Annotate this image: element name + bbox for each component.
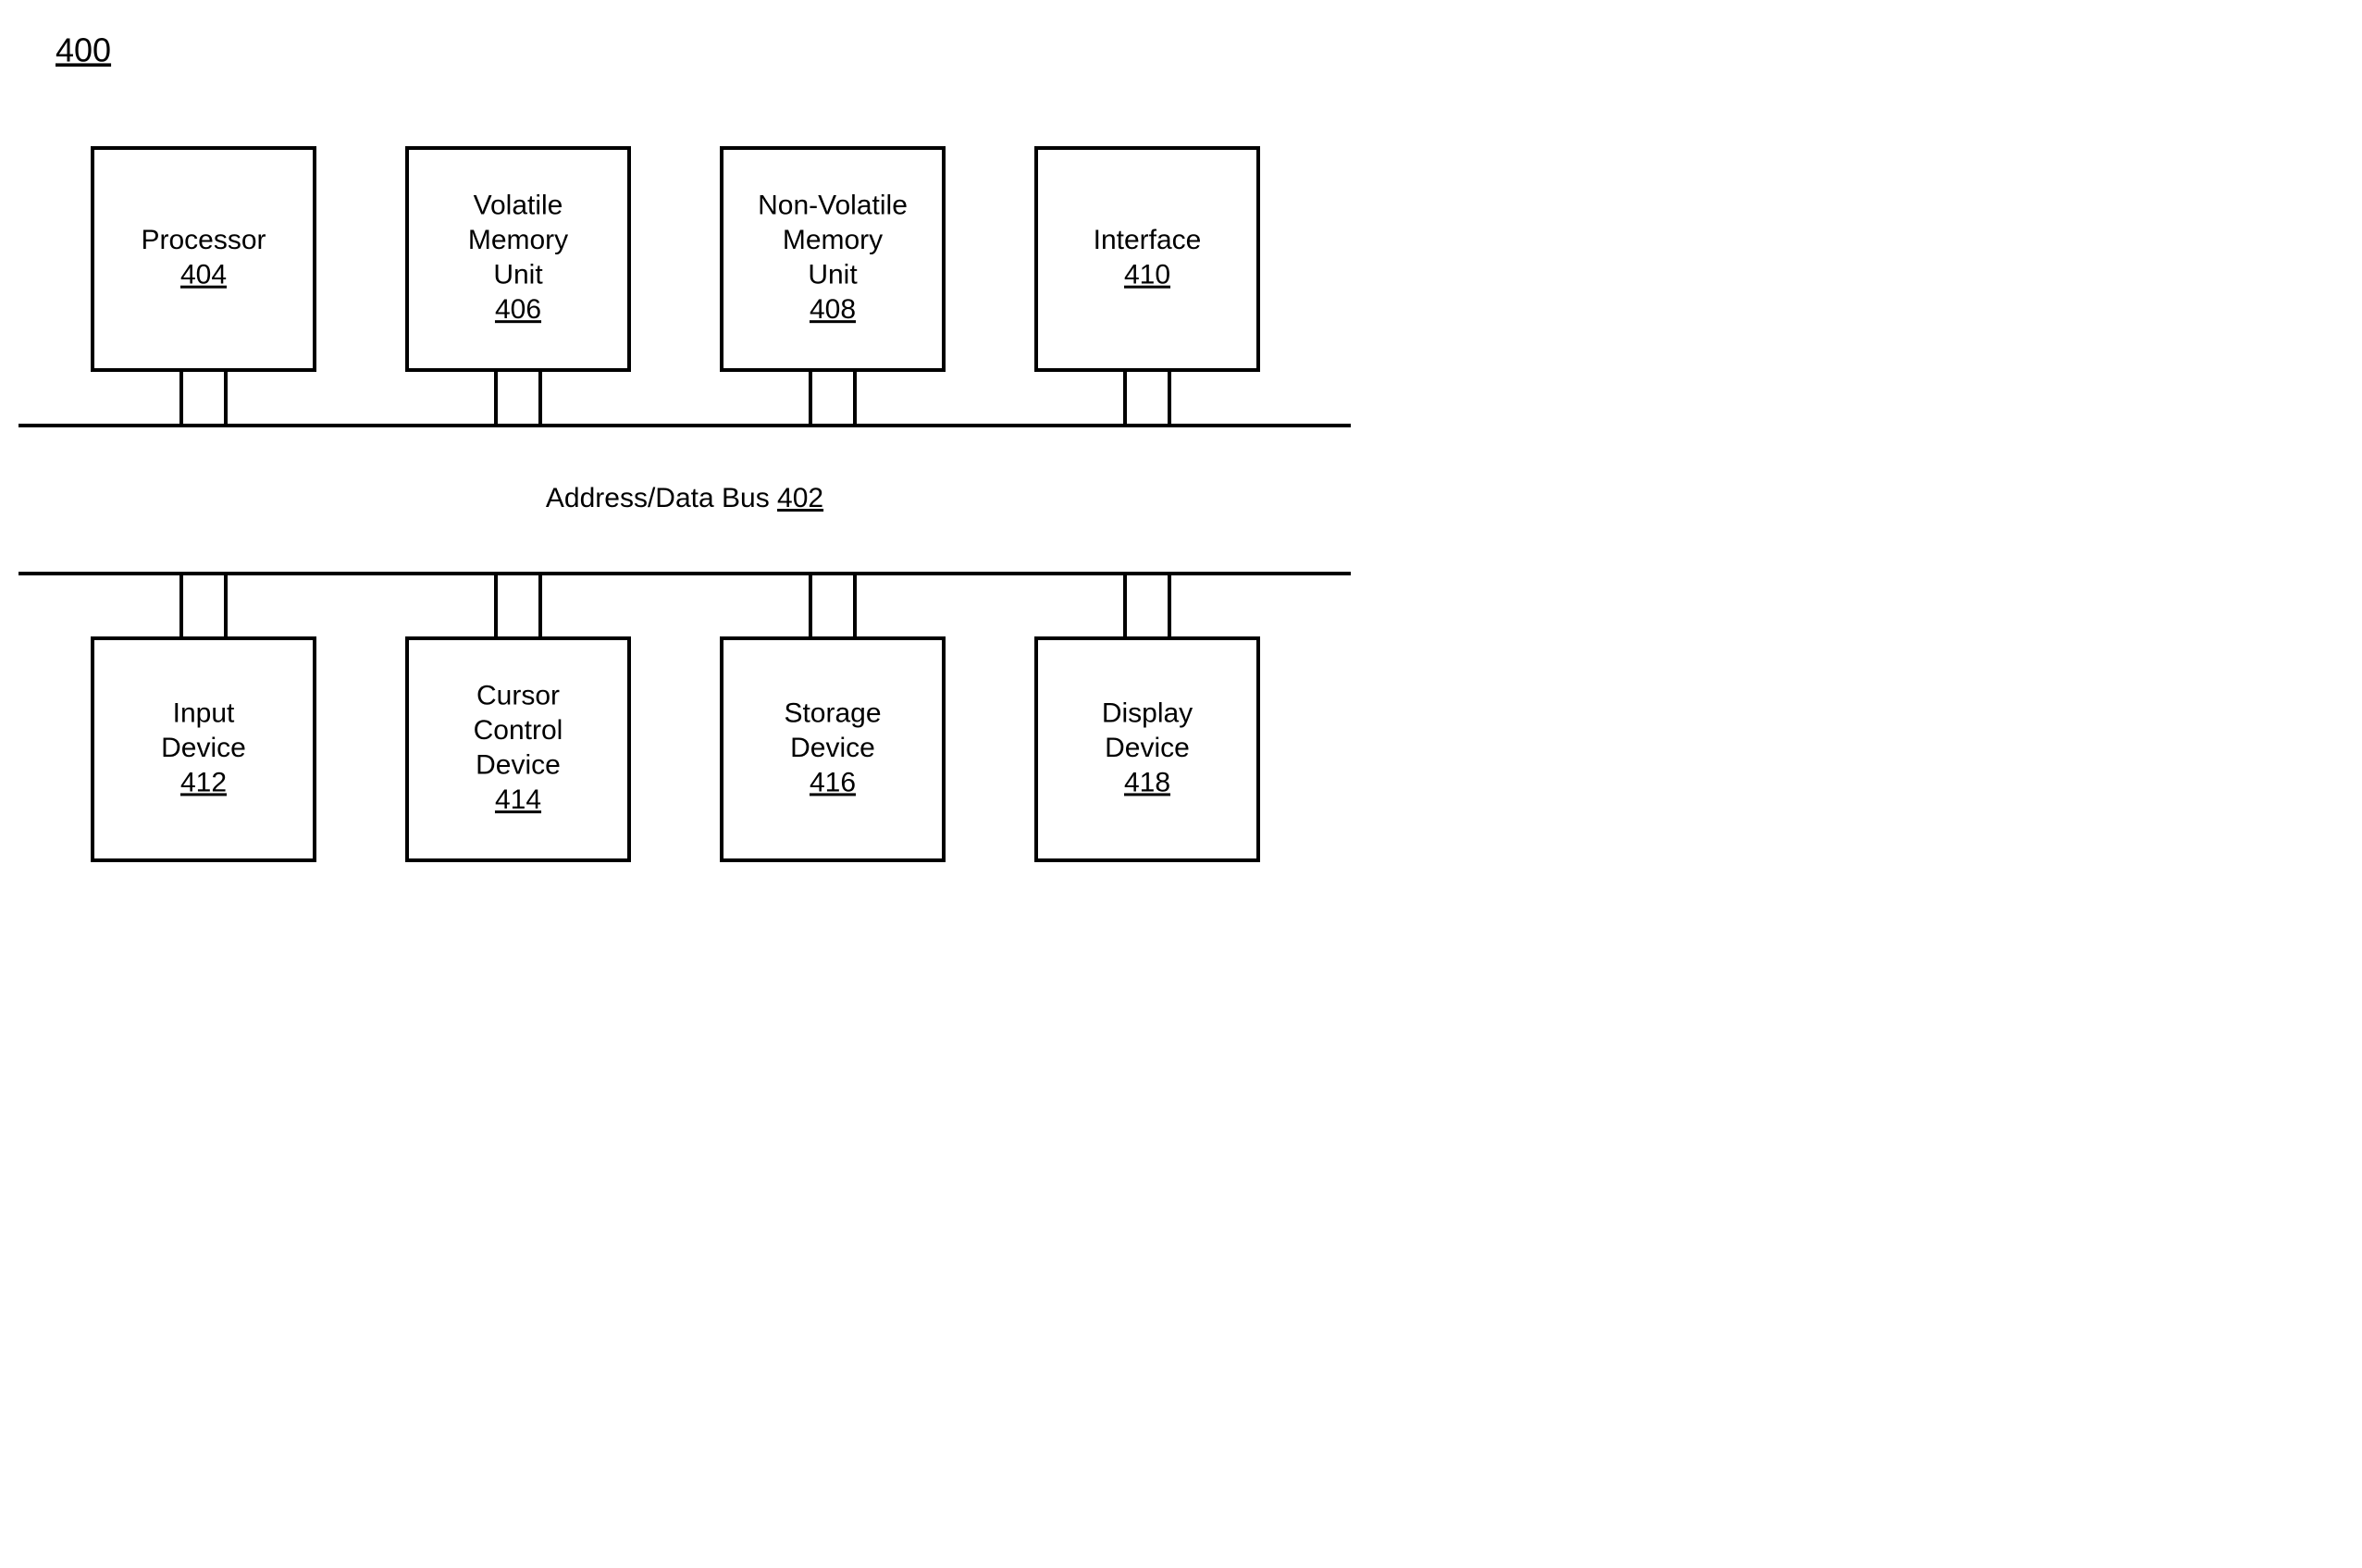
block-label-line: Non-Volatile — [758, 191, 908, 221]
block-label-line: Display — [1102, 698, 1193, 728]
block-label-line: Input — [173, 698, 235, 728]
block-label-line: Interface — [1094, 225, 1202, 255]
block-label-line: Device — [161, 733, 246, 763]
block-label-line: Unit — [808, 260, 858, 290]
block-label-line: Unit — [493, 260, 543, 290]
block-ref: 418 — [1124, 767, 1170, 797]
block-ref: 404 — [180, 260, 227, 290]
block-ref: 406 — [495, 294, 541, 325]
block-label-line: Processor — [141, 225, 266, 255]
bus-label: Address/Data Bus 402 — [546, 483, 823, 513]
block-ref: 416 — [810, 767, 856, 797]
block-label-line: Device — [790, 733, 875, 763]
block-label-line: Device — [476, 750, 561, 781]
figure-number: 400 — [56, 31, 111, 68]
block-label-line: Control — [474, 715, 563, 746]
block-ref: 410 — [1124, 260, 1170, 290]
block-label-line: Storage — [784, 698, 881, 728]
block-ref: 408 — [810, 294, 856, 325]
block-diagram: 400 Address/Data Bus 402 Processor 404 Volat… — [0, 0, 1369, 907]
block-ref: 414 — [495, 784, 541, 815]
block-label-line: Volatile — [474, 191, 563, 221]
block-label-line: Device — [1105, 733, 1190, 763]
block-label-line: Cursor — [476, 681, 560, 711]
block-ref: 412 — [180, 767, 227, 797]
block-label-line: Memory — [468, 225, 568, 255]
block-label-line: Memory — [783, 225, 883, 255]
